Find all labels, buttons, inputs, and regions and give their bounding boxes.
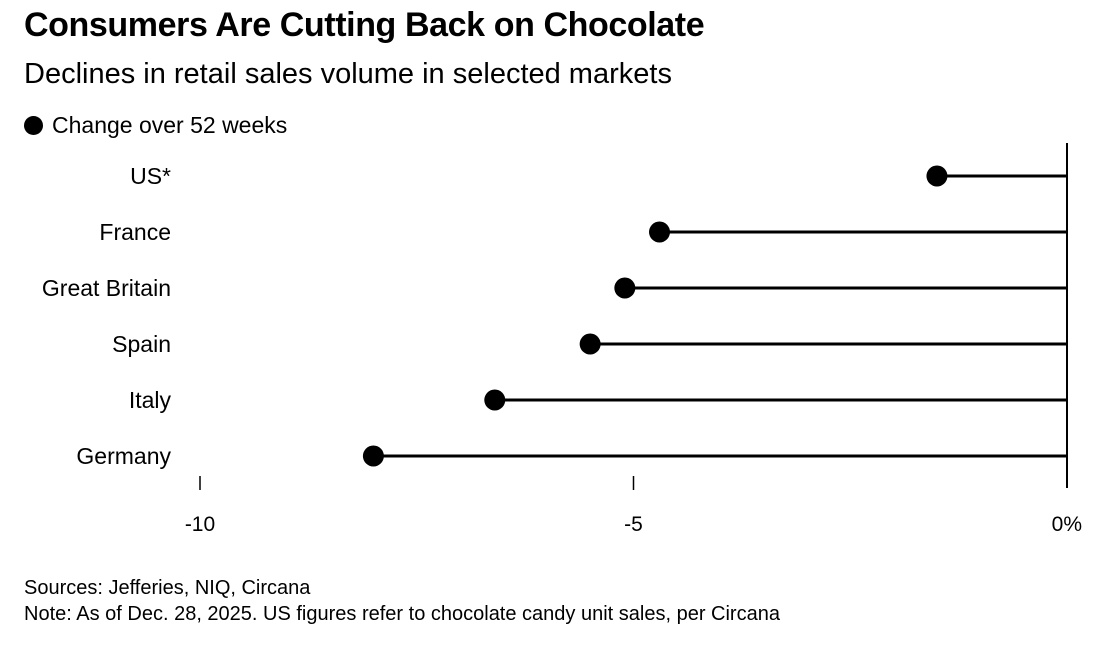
legend-label: Change over 52 weeks [52, 111, 288, 138]
dot-germany [362, 445, 384, 467]
x-axis: -10 -5 0% [185, 143, 1082, 536]
legend-marker [24, 115, 43, 135]
category-label-spain: Spain [112, 331, 171, 357]
chart-title: Consumers Are Cutting Back on Chocolate [24, 6, 705, 44]
category-label-italy: Italy [129, 387, 172, 413]
x-tick-label: -10 [185, 513, 215, 536]
dot-france [649, 221, 671, 243]
dot-us [926, 165, 948, 187]
category-label-us: US* [130, 163, 171, 189]
footnote: Note: As of Dec. 28, 2025. US figures re… [24, 603, 780, 625]
legend: Change over 52 weeks [24, 111, 287, 139]
category-label-france: France [99, 219, 171, 245]
dot-spain [579, 333, 601, 355]
category-label-great-britain: Great Britain [42, 275, 171, 301]
sources-note: Sources: Jefferies, NIQ, Circana [24, 577, 311, 599]
x-tick-label: 0% [1052, 513, 1082, 536]
chart-rows: US* France Great Britain Spain Italy Germany [42, 163, 1067, 469]
chart-subtitle: Declines in retail sales volume in selec… [24, 58, 672, 90]
dot-great-britain [614, 277, 636, 299]
dot-italy [484, 389, 506, 411]
category-label-germany: Germany [76, 443, 171, 469]
x-tick-label: -5 [624, 513, 643, 536]
